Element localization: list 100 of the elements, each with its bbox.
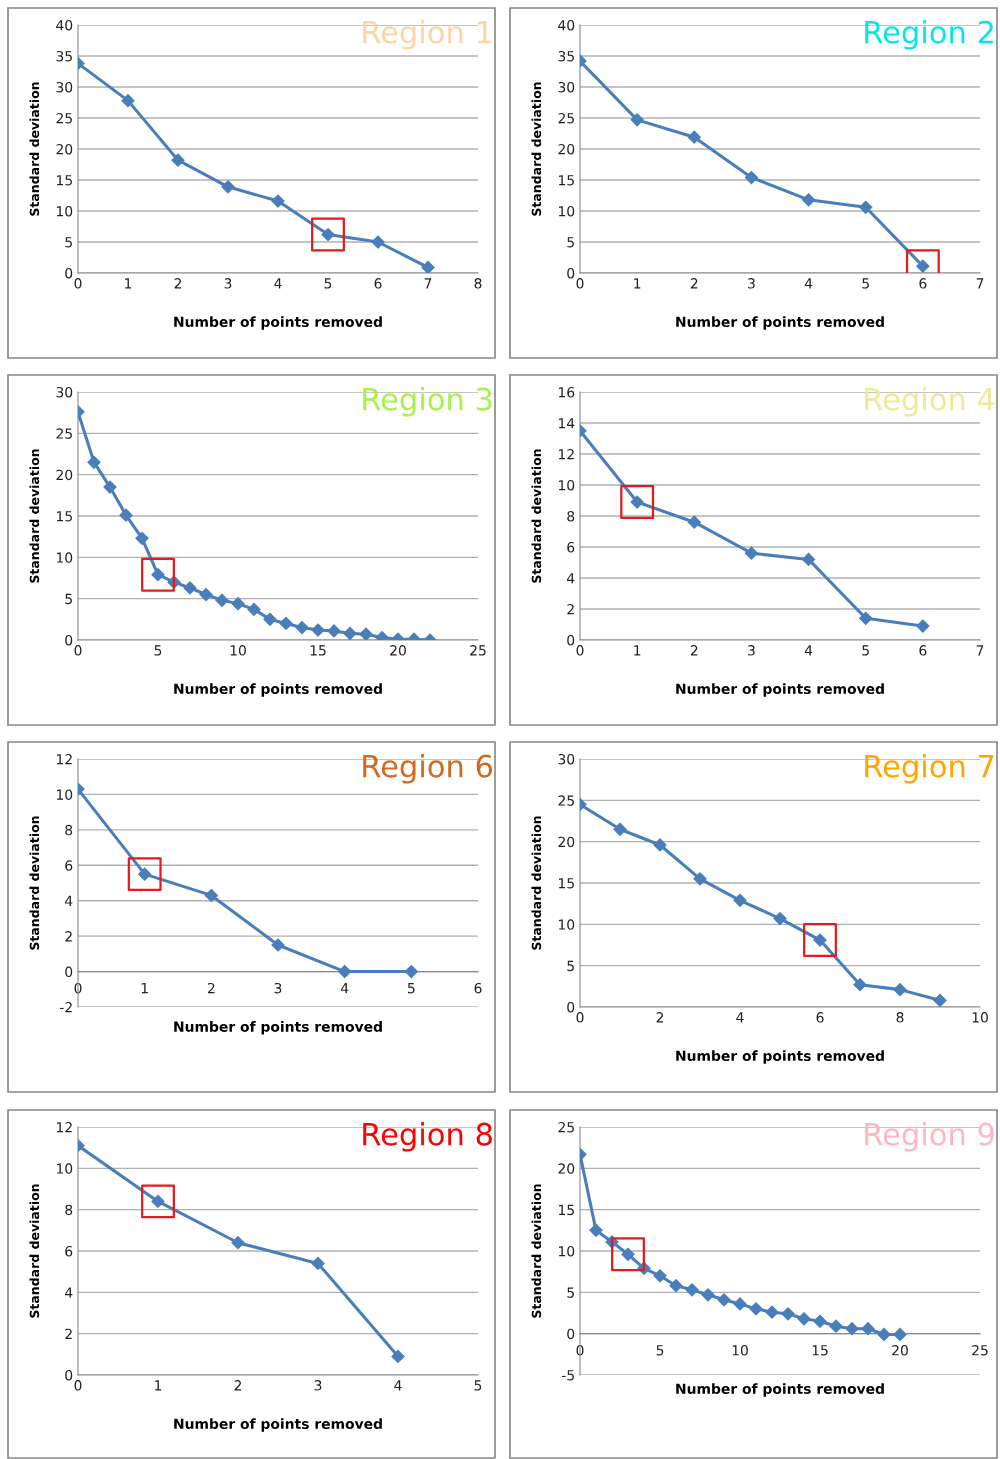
x-tick-label: 25 (972, 1345, 988, 1356)
x-tick-label: 5 (474, 1380, 482, 1391)
x-tick-label: 7 (424, 278, 432, 289)
y-tick-label: 20 (558, 1163, 575, 1174)
x-tick-label: 3 (748, 645, 755, 656)
point (701, 1288, 715, 1302)
x-axis-title: Number of points removed (676, 316, 884, 330)
x-tick-label: 1 (634, 645, 641, 656)
x-axis-title: Number of points removed (174, 1418, 382, 1432)
point (893, 983, 907, 997)
x-axis-title: Number of points removed (174, 683, 382, 697)
point (693, 872, 707, 886)
point (135, 531, 149, 545)
point (141, 1184, 175, 1219)
point (359, 627, 373, 640)
y-tick-label: 10 (558, 205, 575, 217)
point (859, 611, 873, 625)
chart-title: Region 4 (865, 387, 995, 417)
x-tick-label: 6 (374, 278, 382, 289)
point (141, 557, 175, 592)
x-tick-label: 1 (155, 1380, 162, 1391)
y-tick-label: 2 (65, 931, 72, 942)
y-axis-title: Standard deviation (29, 1184, 40, 1318)
y-tick-label: 8 (65, 824, 73, 836)
y-tick-label: 10 (558, 919, 575, 930)
point (371, 235, 385, 249)
point (797, 1312, 811, 1326)
y-tick-label: 12 (56, 753, 72, 765)
point (773, 911, 787, 926)
y-tick-label: 10 (56, 552, 73, 563)
x-tick-label: 2 (234, 1380, 242, 1391)
x-tick-label: 20 (390, 645, 406, 656)
y-axis-title: Standard deviation (29, 816, 40, 950)
x-tick-label: 5 (862, 278, 869, 289)
point (801, 193, 816, 207)
y-tick-label: 30 (56, 81, 73, 93)
y-axis-title: Standard deviation (29, 449, 40, 583)
point (749, 1302, 763, 1316)
x-axis-title: Number of points removed (174, 316, 382, 330)
y-tick-label: 30 (56, 386, 73, 398)
y-tick-label: 20 (558, 143, 575, 155)
x-tick-label: 8 (896, 1012, 904, 1023)
y-tick-label: 0 (567, 1328, 575, 1340)
y-tick-label: 40 (56, 19, 73, 31)
y-tick-label: 5 (65, 593, 72, 605)
point (295, 621, 309, 635)
y-axis-title: Standard deviation (531, 449, 542, 583)
y-tick-label: 6 (65, 1245, 73, 1257)
y-tick-label: 12 (56, 1121, 72, 1133)
x-tick-label: 1 (141, 983, 148, 994)
point (765, 1305, 779, 1319)
chart-title: Region 2 (865, 20, 993, 50)
x-axis-title: Number of points removed (676, 1050, 884, 1064)
point (685, 1283, 699, 1297)
point (845, 1322, 859, 1336)
point (669, 1279, 683, 1293)
y-tick-label: 25 (56, 428, 72, 439)
y-tick-label: -5 (561, 1370, 574, 1381)
x-tick-label: 2 (656, 1012, 664, 1023)
point (263, 612, 277, 626)
x-tick-label: 10 (230, 645, 246, 656)
x-tick-label: 7 (976, 645, 984, 656)
chart-title: Region 1 (363, 20, 492, 50)
point (687, 130, 701, 144)
x-tick-label: 6 (919, 278, 927, 289)
y-tick-label: 2 (567, 603, 574, 615)
y-tick-label: 25 (558, 112, 574, 124)
y-tick-label: 15 (56, 175, 72, 186)
y-tick-label: 25 (56, 112, 72, 124)
y-axis-title: Standard deviation (531, 82, 542, 216)
point (803, 923, 837, 957)
point (215, 593, 229, 607)
y-tick-label: 25 (558, 795, 574, 806)
x-tick-label: 1 (125, 278, 132, 289)
x-tick-label: 15 (310, 645, 326, 656)
x-axis-title: Number of points removed (174, 1021, 382, 1035)
point (893, 1327, 907, 1342)
point (311, 1256, 325, 1270)
point (620, 485, 655, 519)
y-tick-label: 8 (567, 510, 575, 522)
point (630, 113, 644, 127)
point (199, 587, 213, 602)
y-tick-label: 15 (558, 1204, 574, 1216)
x-tick-label: 4 (340, 983, 349, 994)
y-tick-label: 0 (567, 1001, 575, 1013)
y-tick-label: 5 (567, 960, 574, 972)
y-tick-label: 4 (566, 573, 575, 584)
point (589, 1223, 603, 1237)
y-tick-label: 35 (558, 50, 574, 62)
y-tick-label: 0 (65, 267, 73, 279)
y-tick-label: 5 (567, 237, 574, 248)
y-tick-label: 0 (567, 267, 575, 279)
y-tick-label: 2 (65, 1328, 72, 1339)
y-tick-label: 10 (558, 1245, 575, 1257)
y-tick-label: 10 (56, 789, 73, 800)
point (221, 180, 235, 194)
point (271, 938, 285, 952)
x-tick-label: 3 (748, 278, 755, 289)
point (171, 153, 185, 167)
chart-title: Region 9 (865, 1122, 994, 1152)
